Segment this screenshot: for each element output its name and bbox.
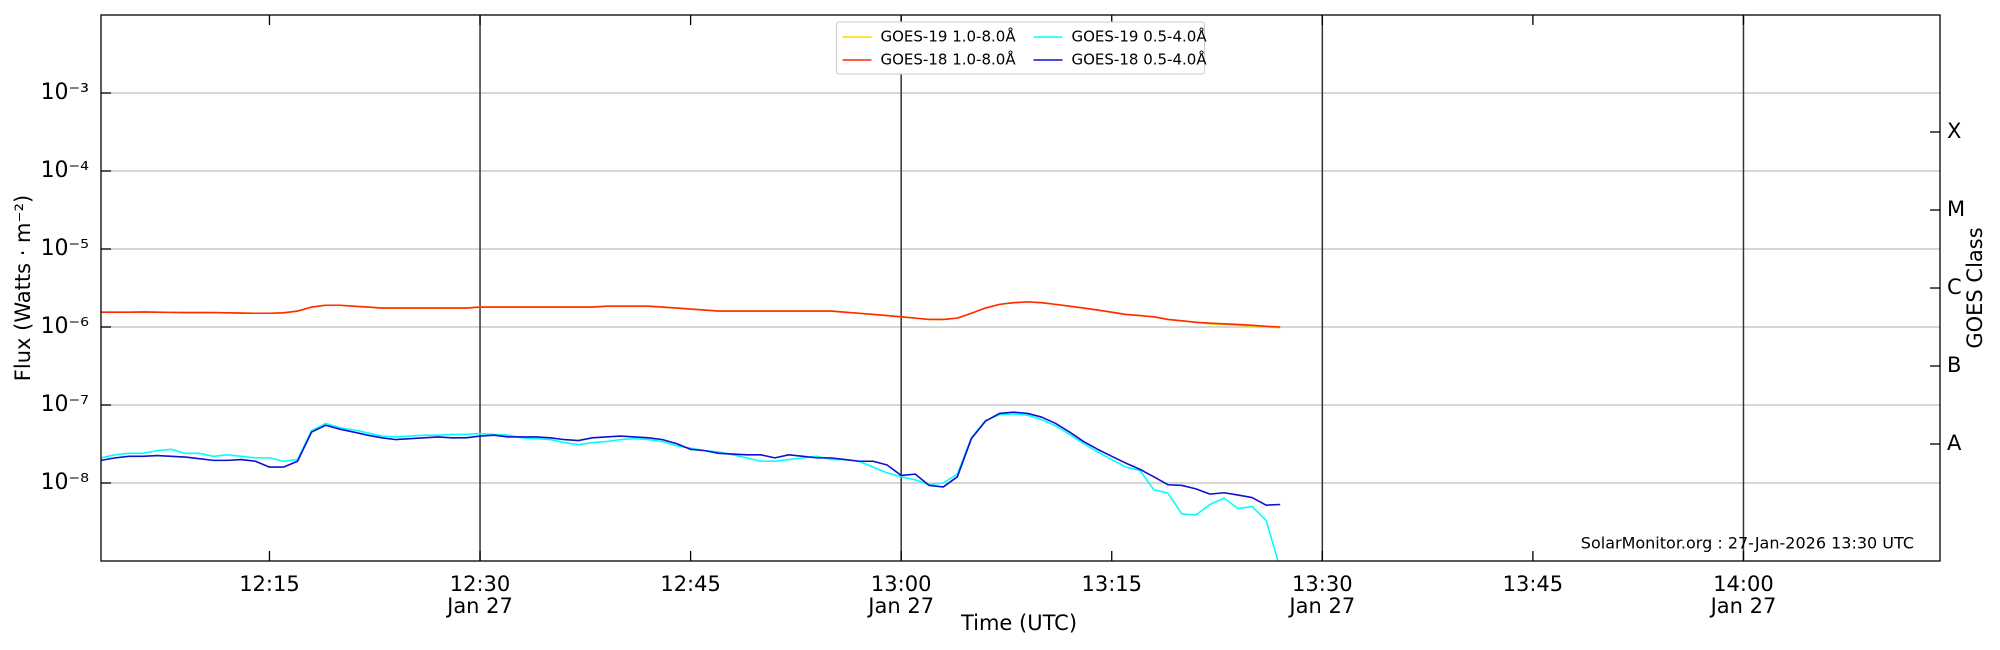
- y-tick-label: 10⁻⁵: [41, 236, 89, 261]
- legend-box: [836, 21, 1205, 75]
- x-tick-label: 13:15: [1081, 572, 1142, 596]
- x-tick-label: 12:30 Jan 27: [445, 572, 513, 618]
- x-tick-label: 12:15: [239, 572, 300, 596]
- x-tick-label: 12:45: [660, 572, 721, 596]
- legend-label: GOES-18 1.0-8.0Å: [881, 50, 1017, 69]
- y-tick-label: 10⁻⁷: [41, 392, 89, 417]
- legend-label: GOES-19 0.5-4.0Å: [1072, 27, 1208, 46]
- y-axis-label: Flux (Watts · m⁻²): [11, 195, 35, 381]
- x-tick-label: 13:45: [1503, 572, 1564, 596]
- y2-tick-label: B: [1947, 353, 1961, 377]
- y2-tick-label: A: [1947, 431, 1962, 455]
- x-tick-label: 13:00 Jan 27: [866, 572, 934, 618]
- y-tick-label: 10⁻⁴: [41, 158, 90, 183]
- x-tick-label: 14:00 Jan 27: [1709, 572, 1777, 618]
- series-line: [101, 301, 1281, 328]
- y2-tick-label: M: [1947, 197, 1965, 221]
- y-tick-label: 10⁻³: [41, 80, 89, 105]
- y2-tick-label: C: [1947, 275, 1962, 299]
- legend-label: GOES-18 0.5-4.0Å: [1072, 50, 1208, 69]
- y2-axis-label: GOES Class: [1963, 227, 1987, 348]
- label-layer: 10⁻³ 10⁻⁴ 10⁻⁵ 10⁻⁶ 10⁻⁷ 10⁻⁸ X M C B A 12:15 12:30 J…: [41, 15, 1965, 618]
- series-layer: [101, 301, 1281, 561]
- y-tick-label: 10⁻⁶: [41, 314, 90, 339]
- y2-tick-label: X: [1947, 119, 1961, 143]
- grid-layer: [101, 15, 1940, 561]
- y-tick-label: 10⁻⁸: [41, 470, 90, 495]
- annotation: SolarMonitor.org : 27-Jan-2026 13:30 UTC: [1581, 534, 1914, 553]
- x-tick-label: 13:30 Jan 27: [1287, 572, 1355, 618]
- legend-label: GOES-19 1.0-8.0Å: [881, 27, 1017, 46]
- x-axis-label: Time (UTC): [960, 611, 1077, 635]
- series-line: [101, 411, 1281, 506]
